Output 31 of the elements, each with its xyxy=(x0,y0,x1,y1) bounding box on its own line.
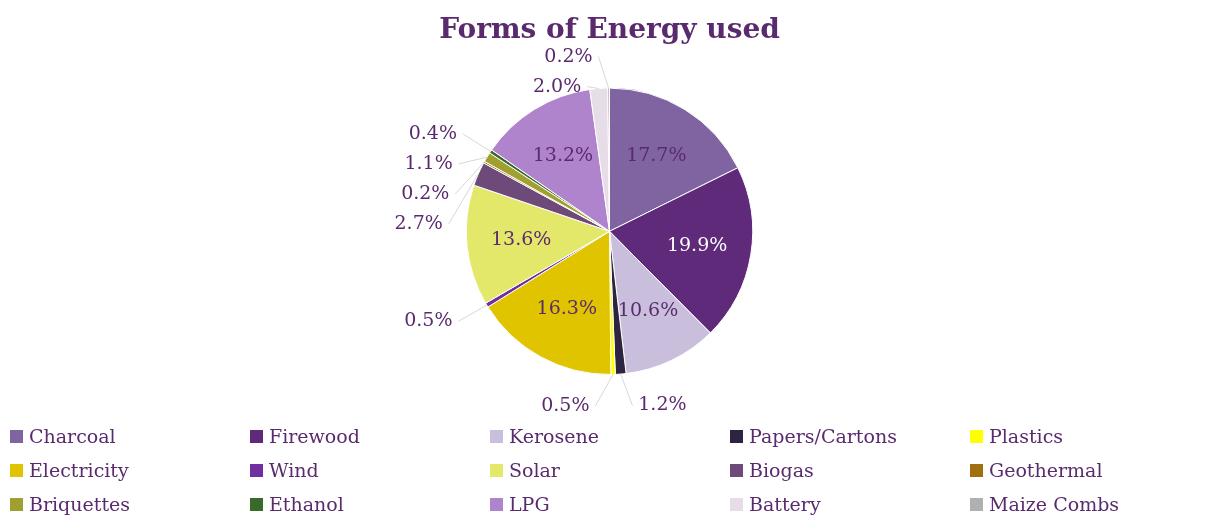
legend-label: Electricity xyxy=(29,459,129,481)
chart-title: Forms of Energy used xyxy=(439,12,780,46)
legend-label: Geothermal xyxy=(989,459,1103,481)
data-label: 1.2% xyxy=(638,392,687,415)
legend-label: Wind xyxy=(269,459,319,481)
legend-label: Charcoal xyxy=(29,425,116,447)
legend-label: Battery xyxy=(749,493,821,515)
data-label: 10.6% xyxy=(617,298,679,321)
data-label: 2.7% xyxy=(394,210,443,233)
data-label: 13.2% xyxy=(532,142,594,165)
legend-label: LPG xyxy=(509,493,550,515)
data-label: 1.1% xyxy=(404,150,453,173)
data-label: 2.0% xyxy=(532,73,582,96)
legend-label: Plastics xyxy=(989,425,1064,447)
data-label: 0.4% xyxy=(408,120,457,143)
legend-label: Ethanol xyxy=(269,493,344,515)
data-label: 0.5% xyxy=(404,308,453,331)
legend-label: Firewood xyxy=(269,425,360,447)
data-label: 0.2% xyxy=(544,43,593,66)
legend-label: Maize Combs xyxy=(989,493,1120,515)
legend-label: Solar xyxy=(509,459,560,481)
legend-label: Briquettes xyxy=(29,493,131,515)
data-label: 16.3% xyxy=(536,296,597,319)
legend-label: Kerosene xyxy=(509,425,599,447)
legend-label: Biogas xyxy=(749,459,814,481)
data-label: 19.9% xyxy=(666,232,728,255)
legend-label: Papers/Cartons xyxy=(749,425,897,447)
data-label: 13.6% xyxy=(490,227,552,249)
data-label: 0.5% xyxy=(541,392,590,415)
data-label: 17.7% xyxy=(626,142,687,165)
data-label: 0.2% xyxy=(401,180,450,203)
